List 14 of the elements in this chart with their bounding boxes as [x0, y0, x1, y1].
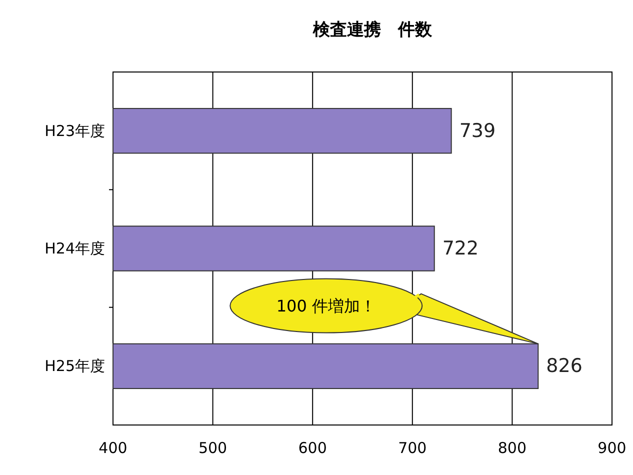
x-tick-label: 400: [98, 439, 128, 457]
x-tick-label: 500: [198, 439, 228, 457]
data-label: 722: [442, 238, 479, 260]
data-label: 739: [459, 120, 496, 142]
y-tick-label: H25年度: [44, 357, 105, 376]
annotation: 100 件増加！: [276, 296, 376, 316]
x-tick-label: 800: [498, 439, 527, 457]
x-tick-label: 700: [398, 439, 427, 457]
data-label: 826: [546, 355, 582, 378]
chart-title: 検査連携 件数: [312, 20, 433, 40]
y-tick-label: H24年度: [44, 240, 105, 258]
x-tick-label: 600: [298, 439, 327, 457]
y-tick-label: H23年度: [44, 122, 105, 140]
x-tick-label: 900: [598, 439, 626, 457]
